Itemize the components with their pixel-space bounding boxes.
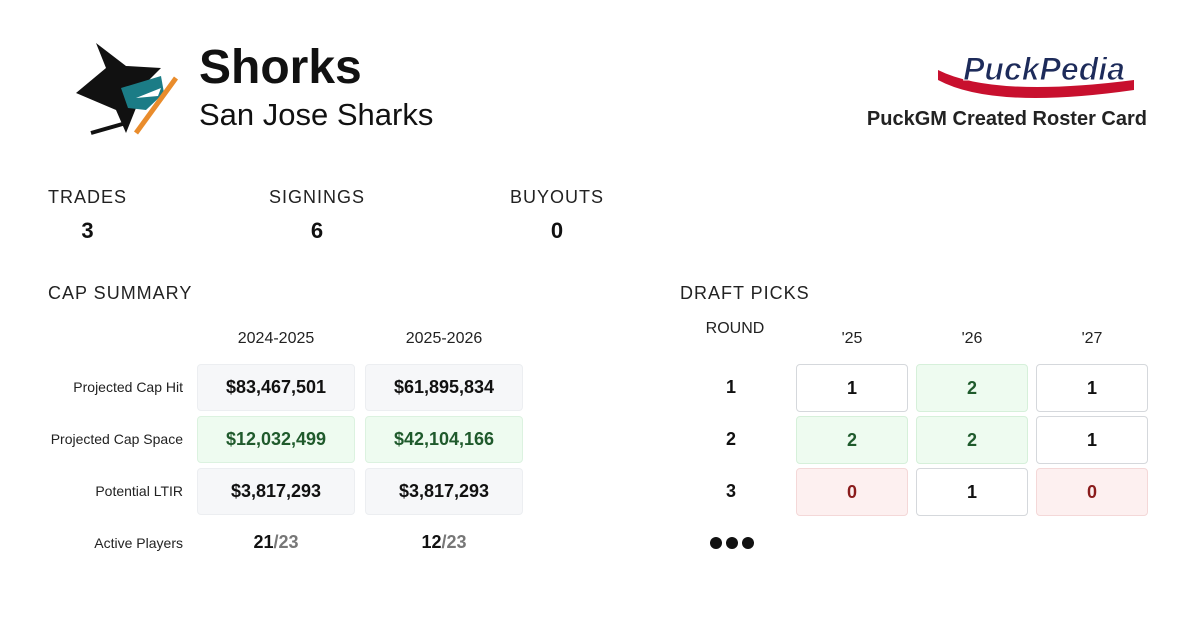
round-number: 1 [725,377,737,397]
cap-cell: $83,467,501 [197,364,355,411]
brand-logo: PuckPedia [938,51,1134,98]
cap-cell: $3,817,293 [365,468,523,515]
pick-count: 0 [1036,468,1148,516]
active-count: 12 [421,532,442,552]
column-header: 2025-2026 [405,330,483,347]
row-label: Active Players [94,535,183,551]
stat-label: BUYOUTS [510,187,605,207]
team-name: San Jose Sharks [199,97,434,132]
section-title: DRAFT PICKS [680,283,810,303]
row-label: Projected Cap Space [50,431,183,447]
year-header: '27 [1081,330,1103,347]
more-indicator [710,537,754,549]
stat-label: TRADES [48,187,128,207]
stat-value: 6 [310,218,324,243]
cap-cell: $12,032,499 [197,416,355,463]
caption: PuckGM Created Roster Card [866,108,1147,130]
active-limit: /23 [273,532,299,552]
pick-count: 1 [1036,364,1148,412]
cap-cell: $42,104,166 [365,416,523,463]
pick-count: 2 [916,364,1028,412]
row-label: Potential LTIR [95,483,183,499]
brand-name: PuckPedia [963,51,1125,87]
year-header: '26 [961,330,983,347]
active-players: 21/23 [253,532,298,553]
round-header: ROUND [705,320,765,337]
cap-cell: $3,817,293 [197,468,355,515]
pick-count: 2 [916,416,1028,464]
year-header: '25 [841,330,863,347]
cap-cell: $61,895,834 [365,364,523,411]
section-title: CAP SUMMARY [48,283,193,303]
stat-label: SIGNINGS [269,187,366,207]
round-number: 3 [725,481,737,501]
stat-value: 3 [81,218,94,243]
pick-count: 1 [796,364,908,412]
team-title: Shorks [199,41,362,94]
round-number: 2 [725,429,737,449]
pick-count: 0 [796,468,908,516]
active-players: 12/23 [421,532,466,553]
column-header: 2024-2025 [237,330,315,347]
stat-value: 0 [550,218,564,243]
row-label: Projected Cap Hit [73,379,183,395]
active-limit: /23 [441,532,467,552]
active-count: 21 [253,532,274,552]
pick-count: 1 [1036,416,1148,464]
pick-count: 2 [796,416,908,464]
team-logo [76,43,179,135]
pick-count: 1 [916,468,1028,516]
